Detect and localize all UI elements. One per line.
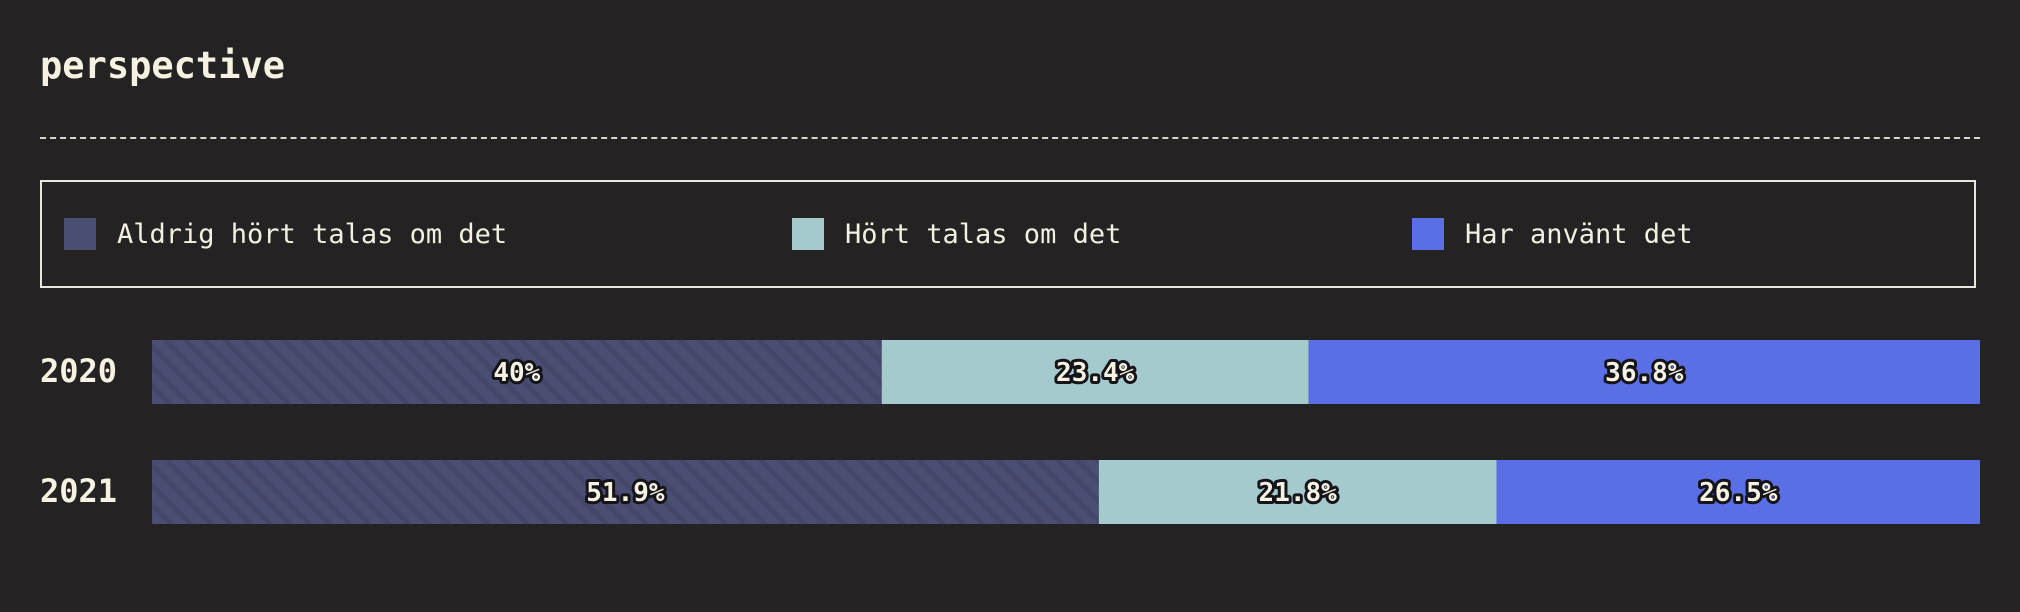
- legend-swatch-heard: [792, 218, 824, 250]
- bar-segment-2020-s1: [881, 340, 1309, 404]
- row-label-2020: 2020: [40, 352, 118, 390]
- legend-label-used: Har använt det: [1465, 218, 1693, 250]
- legend-label-never-heard: Aldrig hört talas om det: [117, 218, 508, 250]
- row-label-2021: 2021: [40, 472, 118, 510]
- bar-segment-2020-s2: [1308, 340, 1980, 404]
- chart-title: perspective: [40, 44, 286, 87]
- bar-value-label-2020-s2: 36.8%: [1605, 358, 1684, 388]
- bar-segment-2021-s2: [1496, 460, 1980, 524]
- legend-swatch-used: [1412, 218, 1444, 250]
- bar-value-label-2020-s0: 40%: [493, 358, 540, 388]
- legend-item-never-heard: Aldrig hört talas om det: [64, 218, 507, 250]
- bar-segment-2021-s0: [152, 460, 1099, 524]
- title-divider: [40, 137, 1980, 139]
- bar-segment-2020-s0: [152, 340, 882, 404]
- bar-value-label-2020-s1: 23.4%: [1056, 358, 1135, 388]
- bar-value-label-2021-s2: 26.5%: [1699, 478, 1778, 508]
- legend-item-used: Har använt det: [1412, 218, 1693, 250]
- bar-value-label-2021-s0: 51.9%: [586, 478, 665, 508]
- bar-value-label-2021-s1: 21.8%: [1259, 478, 1338, 508]
- legend-swatch-never-heard: [64, 218, 96, 250]
- legend-label-heard: Hört talas om det: [845, 218, 1122, 250]
- legend: Aldrig hört talas om det Hört talas om d…: [40, 180, 1976, 288]
- bar-segment-2021-s1: [1098, 460, 1497, 524]
- legend-item-heard: Hört talas om det: [792, 218, 1121, 250]
